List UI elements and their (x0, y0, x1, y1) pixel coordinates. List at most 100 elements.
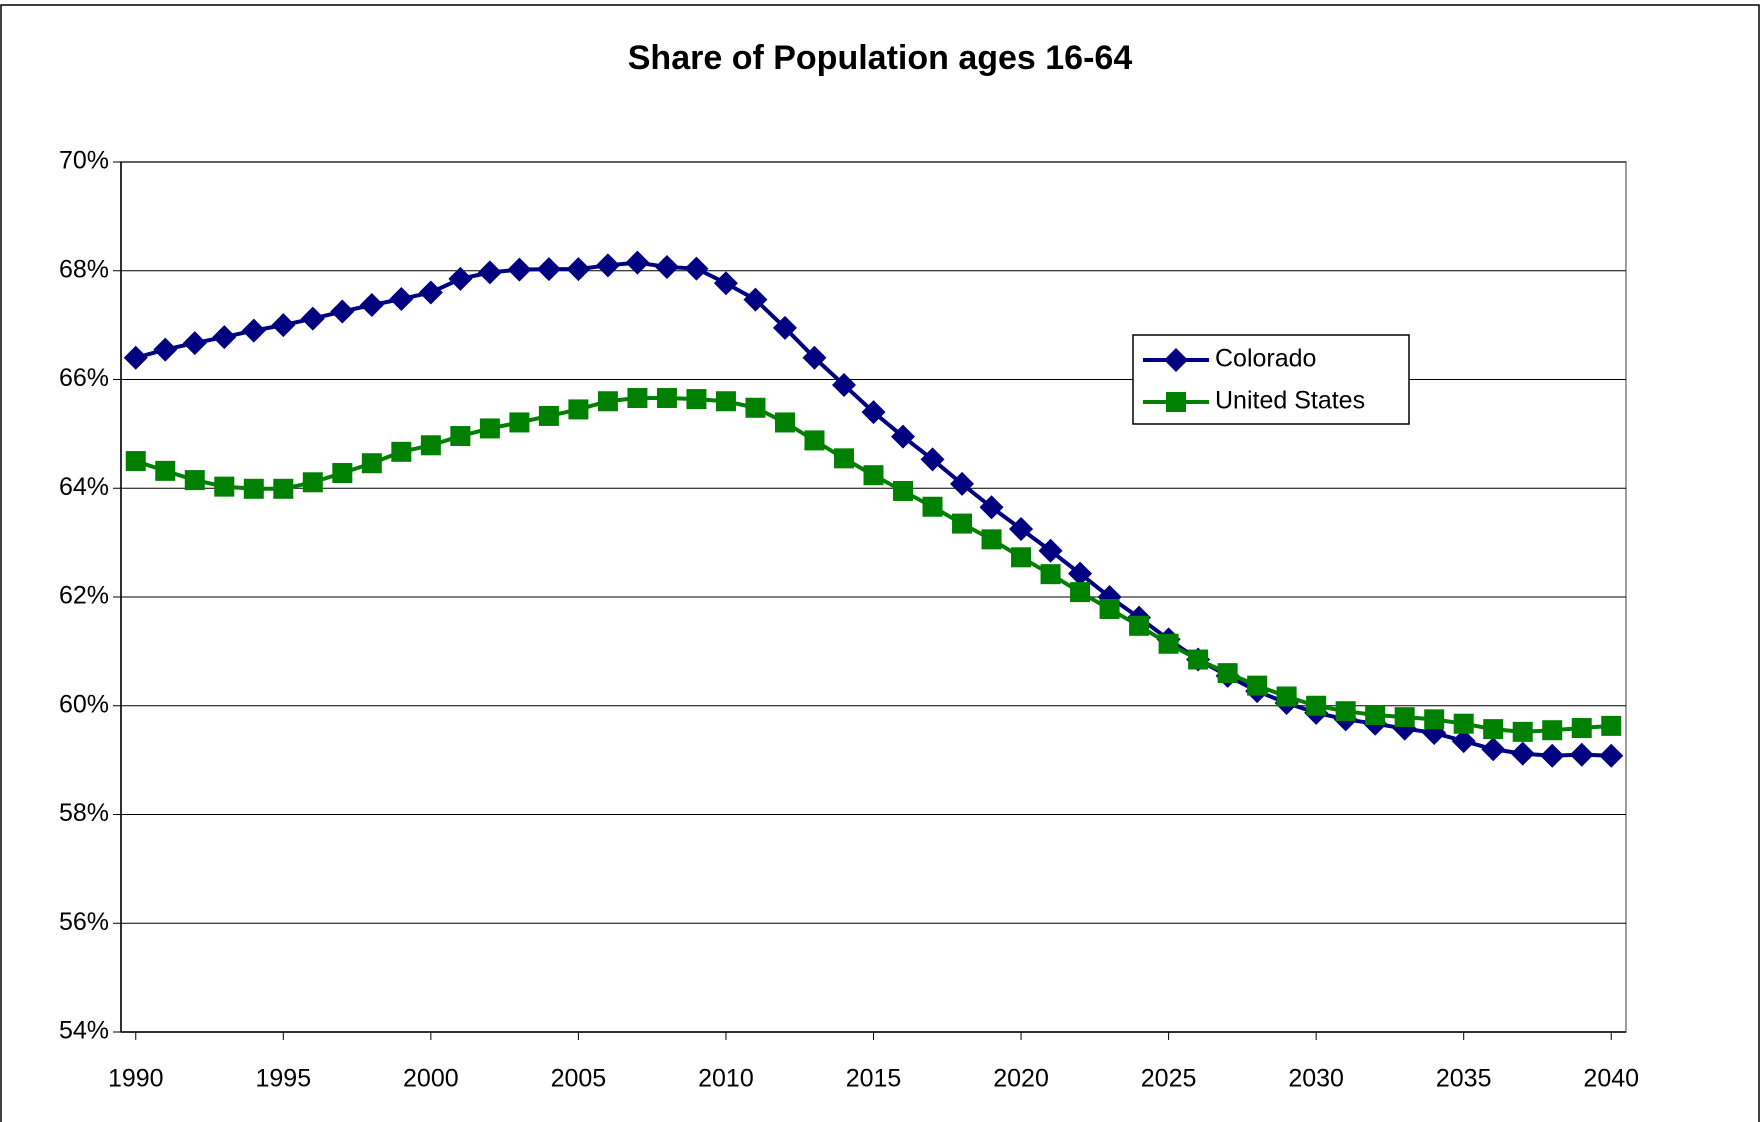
chart-title: Share of Population ages 16-64 (628, 39, 1133, 77)
point (804, 430, 825, 451)
y-tick-label: 58% (59, 799, 109, 827)
point (450, 426, 471, 447)
point (359, 293, 384, 318)
point (330, 299, 355, 324)
point (1276, 686, 1297, 707)
legend-marker (1164, 348, 1188, 372)
point (831, 372, 856, 397)
point (861, 400, 886, 425)
y-tick-label: 56% (59, 908, 109, 936)
point (1601, 715, 1622, 736)
point (509, 412, 530, 433)
point (241, 318, 266, 343)
point (1040, 564, 1061, 585)
point (273, 478, 294, 499)
point (1247, 675, 1268, 696)
point (1451, 729, 1476, 754)
point (1571, 718, 1592, 739)
point (863, 465, 884, 486)
x-tick-label: 2030 (1288, 1065, 1344, 1093)
point (332, 463, 353, 484)
point (684, 256, 709, 281)
point (1158, 633, 1179, 654)
x-tick-label: 2000 (403, 1065, 459, 1093)
point (123, 345, 148, 370)
y-tick-label: 62% (59, 582, 109, 610)
point (743, 287, 768, 312)
point (625, 250, 650, 275)
point (184, 470, 205, 491)
point (981, 529, 1002, 550)
point (1038, 538, 1063, 563)
point (1569, 742, 1594, 767)
point (772, 315, 797, 340)
point (1424, 709, 1445, 730)
point (1365, 704, 1386, 725)
point (300, 306, 325, 331)
point (950, 471, 975, 496)
y-tick-label: 64% (59, 473, 109, 501)
point (1512, 721, 1533, 742)
x-tick-label: 1995 (255, 1065, 311, 1093)
point (212, 325, 237, 350)
point (448, 266, 473, 291)
y-tick-label: 54% (59, 1017, 109, 1045)
legend-label: United States (1215, 387, 1365, 415)
y-tick-label: 70% (59, 147, 109, 175)
x-tick-label: 2040 (1583, 1065, 1639, 1093)
point (1068, 561, 1093, 586)
point (1542, 720, 1563, 741)
point (302, 472, 323, 493)
x-tick-label: 2035 (1436, 1065, 1492, 1093)
point (597, 391, 618, 412)
point (1483, 719, 1504, 740)
point (891, 424, 916, 449)
point (1011, 547, 1032, 568)
point (153, 337, 178, 362)
point (125, 451, 146, 472)
point (182, 331, 207, 356)
point (271, 313, 296, 338)
point (686, 389, 707, 410)
point (713, 271, 738, 296)
legend-marker (1166, 392, 1186, 412)
point (1188, 649, 1209, 670)
point (1129, 615, 1150, 636)
point (1070, 582, 1091, 603)
x-tick-label: 2025 (1141, 1065, 1197, 1093)
y-tick-label: 66% (59, 364, 109, 392)
y-tick-label: 60% (59, 690, 109, 718)
point (1099, 598, 1120, 619)
y-tick-label: 68% (59, 255, 109, 283)
x-tick-label: 2020 (993, 1065, 1049, 1093)
point (1510, 741, 1535, 766)
x-tick-label: 1990 (108, 1065, 164, 1093)
point (1217, 663, 1238, 684)
point (833, 448, 854, 469)
point (568, 399, 589, 420)
point (391, 441, 412, 462)
point (536, 257, 561, 282)
point (595, 253, 620, 278)
point (745, 397, 766, 418)
point (979, 495, 1004, 520)
point (566, 257, 591, 282)
point (507, 257, 532, 282)
point (479, 418, 500, 439)
point (389, 287, 414, 312)
point (920, 447, 945, 472)
x-tick-label: 2010 (698, 1065, 754, 1093)
point (418, 280, 443, 305)
point (538, 405, 559, 426)
point (420, 435, 441, 456)
point (1599, 743, 1624, 768)
x-tick-label: 2015 (846, 1065, 902, 1093)
x-tick-label: 2005 (551, 1065, 607, 1093)
point (922, 496, 943, 517)
point (627, 387, 648, 408)
point (361, 453, 382, 474)
point (1335, 701, 1356, 722)
point (214, 476, 235, 497)
point (715, 391, 736, 412)
